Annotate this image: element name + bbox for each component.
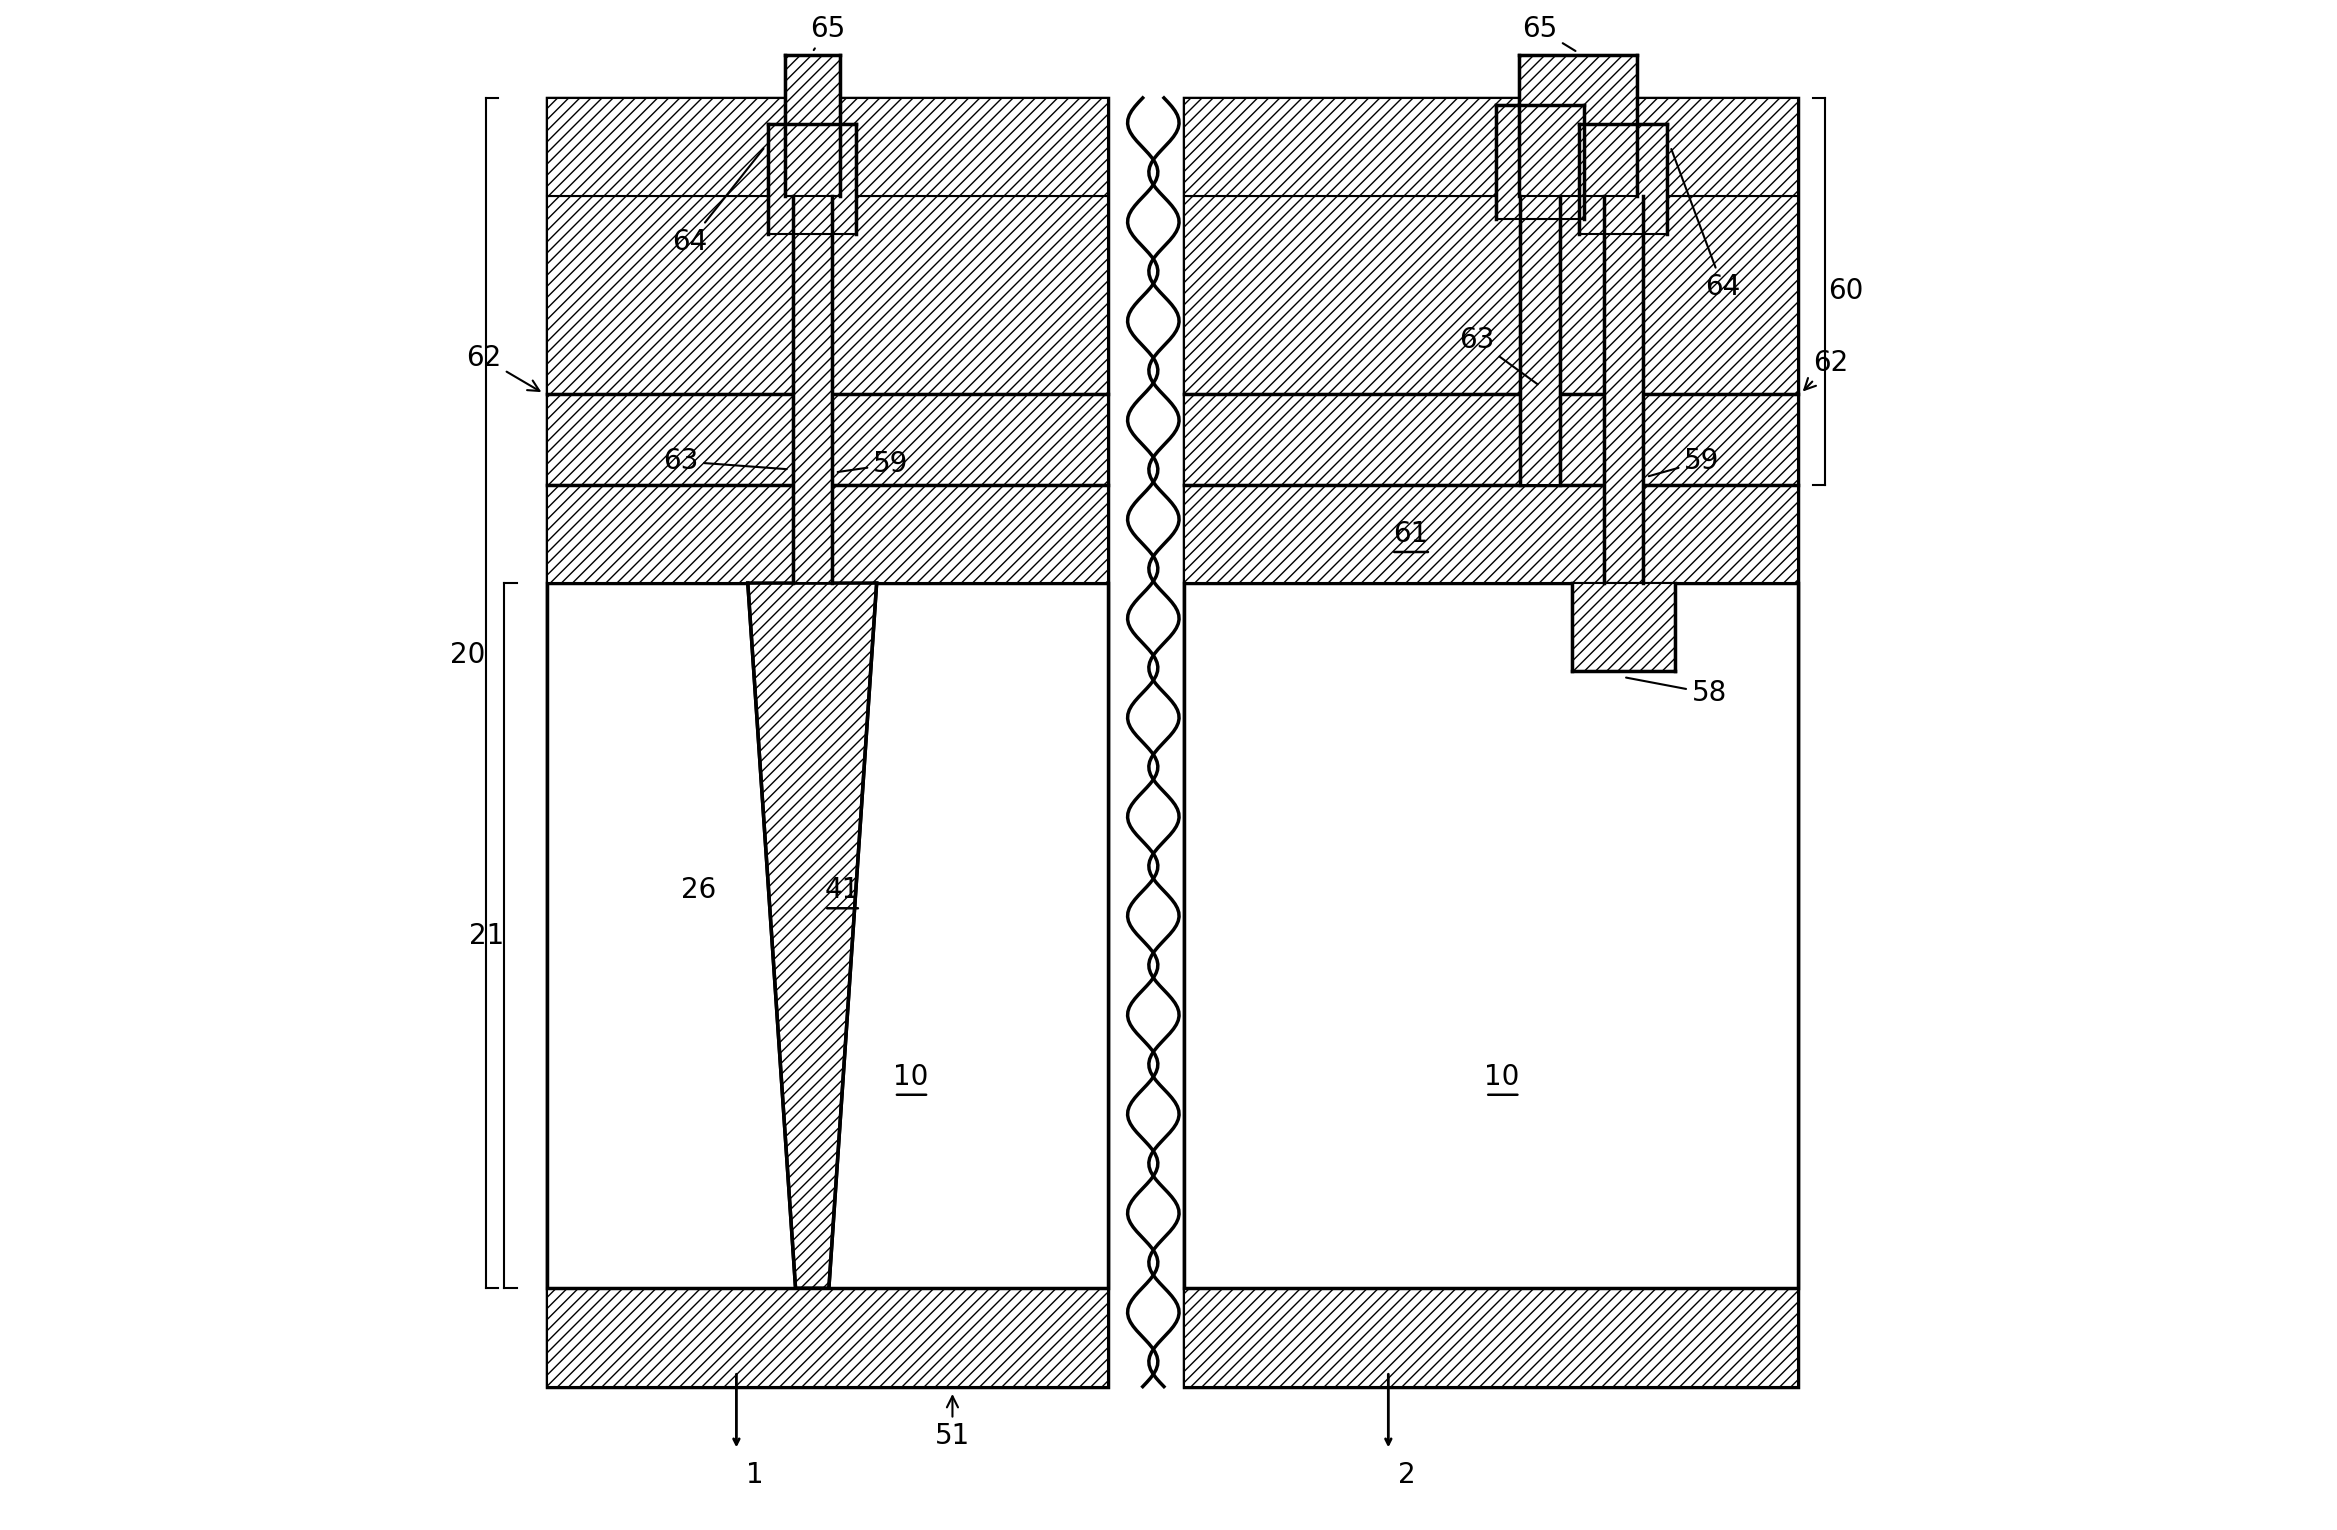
- Bar: [1521, 196, 1559, 485]
- Bar: [1496, 106, 1584, 219]
- Text: 2: 2: [1398, 1461, 1416, 1489]
- Bar: [1183, 196, 1797, 393]
- Bar: [1183, 393, 1797, 485]
- Bar: [1580, 124, 1666, 234]
- Text: 64: 64: [1671, 148, 1741, 301]
- Bar: [547, 1288, 1108, 1386]
- Bar: [547, 485, 1108, 583]
- Text: 63: 63: [1458, 326, 1538, 384]
- Text: 65: 65: [809, 15, 846, 50]
- Text: 62: 62: [1804, 349, 1849, 390]
- Bar: [547, 196, 1108, 393]
- Text: 21: 21: [470, 921, 505, 950]
- Polygon shape: [748, 583, 876, 1288]
- Text: 62: 62: [465, 344, 540, 392]
- Bar: [1183, 98, 1797, 196]
- Text: 10: 10: [893, 1062, 928, 1091]
- Bar: [547, 393, 1108, 485]
- Bar: [1603, 196, 1643, 583]
- Text: 59: 59: [1648, 447, 1720, 476]
- Text: 61: 61: [1393, 520, 1428, 548]
- Text: 26: 26: [680, 877, 715, 904]
- Bar: [1183, 583, 1797, 1288]
- Bar: [547, 98, 1108, 196]
- Text: 58: 58: [1627, 678, 1727, 707]
- Bar: [1183, 485, 1797, 583]
- Bar: [792, 196, 832, 583]
- Bar: [1183, 98, 1797, 1386]
- Bar: [769, 124, 855, 234]
- Bar: [785, 55, 839, 196]
- Bar: [547, 583, 1108, 1288]
- Text: 64: 64: [673, 148, 764, 256]
- Bar: [1573, 583, 1676, 672]
- Text: 1: 1: [746, 1461, 764, 1489]
- Text: 10: 10: [1484, 1062, 1519, 1091]
- Text: 51: 51: [935, 1397, 970, 1450]
- Text: 59: 59: [837, 450, 909, 479]
- Text: 41: 41: [825, 877, 860, 904]
- Text: 20: 20: [451, 641, 486, 669]
- Text: 60: 60: [1828, 277, 1865, 304]
- Text: 65: 65: [1521, 15, 1575, 50]
- Text: 63: 63: [664, 447, 788, 476]
- Bar: [1183, 1288, 1797, 1386]
- Bar: [1519, 55, 1636, 196]
- Bar: [547, 98, 1108, 1386]
